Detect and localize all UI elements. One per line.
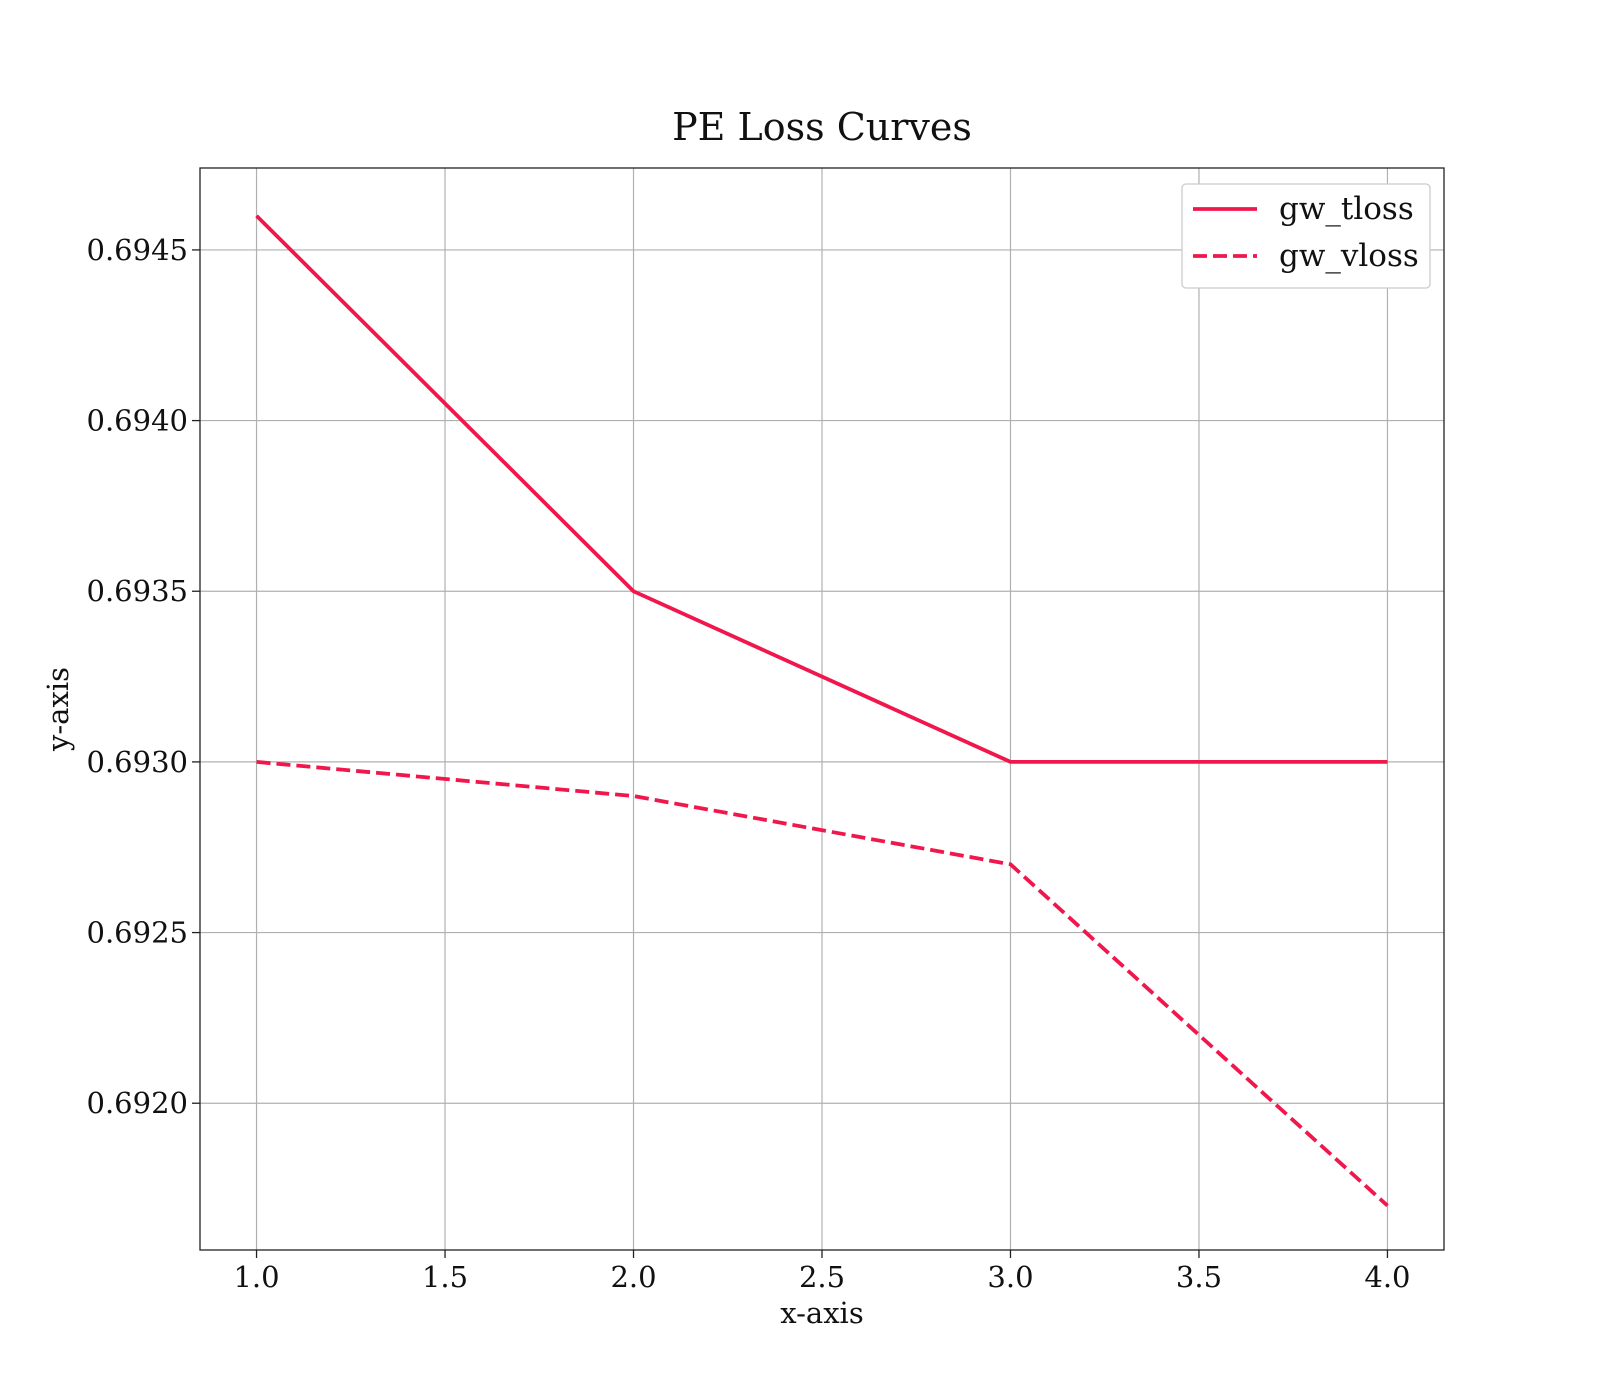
legend: gw_tloss gw_vloss bbox=[1181, 183, 1431, 289]
chart-title: PE Loss Curves bbox=[672, 105, 972, 149]
y-tick-label: 0.6940 bbox=[87, 404, 188, 438]
x-tick-label: 2.0 bbox=[610, 1260, 656, 1294]
y-tick-label: 0.6935 bbox=[87, 574, 188, 608]
x-axis-label: x-axis bbox=[780, 1296, 863, 1330]
x-tick-label: 1.5 bbox=[422, 1260, 468, 1294]
legend-label-gw-tloss: gw_tloss bbox=[1279, 191, 1414, 227]
tick-layer: 1.0 1.5 2.0 2.5 3.0 3.5 4.0 0.6920 0.6925 0.6930 0… bbox=[87, 233, 1411, 1294]
legend-label-gw-vloss: gw_vloss bbox=[1279, 238, 1419, 274]
x-tick-label: 3.5 bbox=[1176, 1260, 1222, 1294]
x-tick-label: 2.5 bbox=[799, 1260, 845, 1294]
series-line-gw-vloss bbox=[256, 760, 1389, 1208]
y-tick-label: 0.6930 bbox=[87, 745, 188, 779]
series-line-gw-tloss bbox=[255, 214, 1388, 764]
x-tick-label: 4.0 bbox=[1364, 1260, 1410, 1294]
y-tick-label: 0.6920 bbox=[87, 1086, 188, 1120]
series-layer bbox=[255, 214, 1389, 1208]
x-tick-label: 3.0 bbox=[987, 1260, 1033, 1294]
x-tick-label: 1.0 bbox=[233, 1260, 279, 1294]
y-tick-label: 0.6925 bbox=[87, 916, 188, 950]
y-tick-label: 0.6945 bbox=[87, 233, 188, 267]
y-axis-label: y-axis bbox=[41, 667, 75, 752]
